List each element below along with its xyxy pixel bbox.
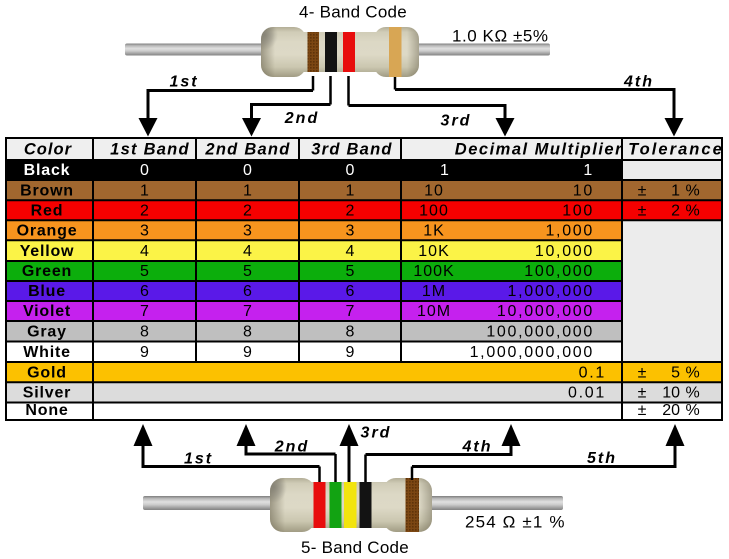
- svg-text:7: 7: [243, 303, 252, 320]
- svg-text:%: %: [686, 182, 700, 199]
- svg-text:%: %: [686, 202, 700, 219]
- svg-text:%: %: [686, 402, 700, 419]
- svg-text:5: 5: [140, 263, 149, 280]
- svg-text:100: 100: [562, 202, 594, 219]
- svg-text:6: 6: [243, 283, 252, 300]
- svg-text:±: ±: [638, 385, 647, 402]
- svg-text:Tolerance: Tolerance: [628, 141, 724, 159]
- svg-text:3: 3: [140, 222, 149, 239]
- svg-text:10: 10: [424, 182, 444, 199]
- svg-text:10: 10: [662, 385, 680, 402]
- svg-text:2nd: 2nd: [284, 110, 319, 127]
- svg-text:2: 2: [346, 202, 355, 219]
- svg-text:8: 8: [346, 324, 355, 341]
- svg-text:±: ±: [638, 402, 647, 419]
- svg-text:7: 7: [140, 303, 149, 320]
- svg-text:4: 4: [346, 243, 355, 260]
- svg-text:2: 2: [140, 202, 149, 219]
- svg-text:6: 6: [140, 283, 149, 300]
- svg-text:10M: 10M: [417, 303, 451, 320]
- svg-text:2: 2: [243, 202, 252, 219]
- svg-text:5: 5: [243, 263, 252, 280]
- svg-text:1st Band: 1st Band: [110, 141, 190, 159]
- svg-text:Color: Color: [24, 141, 73, 159]
- svg-text:0: 0: [346, 162, 355, 179]
- svg-text:4: 4: [140, 243, 149, 260]
- svg-text:%: %: [686, 385, 700, 402]
- svg-text:±: ±: [638, 364, 647, 381]
- svg-text:Black: Black: [24, 162, 71, 179]
- svg-text:1K: 1K: [423, 222, 445, 239]
- svg-text:10,000,000: 10,000,000: [497, 303, 594, 320]
- svg-text:1st: 1st: [184, 451, 213, 468]
- svg-text:1.0 KΩ ±5%: 1.0 KΩ ±5%: [452, 27, 549, 46]
- svg-text:Silver: Silver: [23, 385, 71, 402]
- svg-text:4- Band Code: 4- Band Code: [299, 3, 407, 22]
- svg-text:8: 8: [140, 324, 149, 341]
- svg-text:9: 9: [346, 344, 355, 361]
- svg-text:100,000: 100,000: [524, 263, 594, 280]
- svg-text:0: 0: [140, 162, 149, 179]
- svg-text:0: 0: [243, 162, 252, 179]
- svg-text:Violet: Violet: [23, 303, 71, 320]
- svg-text:1: 1: [346, 182, 355, 199]
- svg-text:0.1: 0.1: [579, 364, 606, 381]
- svg-text:3: 3: [346, 222, 355, 239]
- svg-text:1M: 1M: [422, 283, 446, 300]
- svg-text:Brown: Brown: [20, 182, 74, 199]
- svg-text:Green: Green: [22, 263, 72, 280]
- svg-text:3rd: 3rd: [361, 425, 392, 442]
- svg-text:Decimal Multiplier: Decimal Multiplier: [455, 141, 623, 159]
- svg-text:3: 3: [243, 222, 252, 239]
- svg-text:100,000,000: 100,000,000: [486, 324, 594, 341]
- svg-text:10,000: 10,000: [535, 243, 594, 260]
- svg-text:1st: 1st: [169, 74, 198, 91]
- svg-text:100: 100: [419, 202, 449, 219]
- svg-text:1: 1: [671, 182, 680, 199]
- svg-text:100K: 100K: [413, 263, 454, 280]
- svg-text:254 Ω ±1 %: 254 Ω ±1 %: [465, 513, 566, 532]
- svg-text:1: 1: [243, 182, 252, 199]
- svg-text:Red: Red: [31, 202, 64, 219]
- svg-text:Gray: Gray: [27, 324, 67, 341]
- svg-text:5- Band Code: 5- Band Code: [301, 538, 409, 557]
- svg-text:White: White: [23, 344, 71, 361]
- svg-text:1: 1: [140, 182, 149, 199]
- svg-text:%: %: [686, 364, 700, 381]
- svg-text:2nd Band: 2nd Band: [204, 141, 290, 159]
- svg-text:4: 4: [243, 243, 252, 260]
- svg-text:4th: 4th: [462, 439, 493, 456]
- svg-text:±: ±: [638, 202, 647, 219]
- svg-text:5th: 5th: [587, 450, 617, 467]
- svg-text:2: 2: [671, 202, 680, 219]
- svg-text:Orange: Orange: [17, 222, 78, 239]
- svg-text:1,000,000,000: 1,000,000,000: [470, 344, 594, 361]
- svg-text:10K: 10K: [418, 243, 449, 260]
- svg-text:0.01: 0.01: [568, 385, 606, 402]
- svg-text:None: None: [25, 402, 68, 419]
- svg-text:3rd: 3rd: [441, 113, 472, 130]
- svg-text:9: 9: [140, 344, 149, 361]
- svg-text:7: 7: [346, 303, 355, 320]
- svg-text:Yellow: Yellow: [20, 243, 75, 260]
- svg-text:1,000: 1,000: [545, 222, 594, 239]
- svg-text:9: 9: [243, 344, 252, 361]
- svg-text:10: 10: [573, 182, 594, 199]
- svg-text:2nd: 2nd: [274, 439, 309, 456]
- svg-text:5: 5: [346, 263, 355, 280]
- svg-text:8: 8: [243, 324, 252, 341]
- svg-text:1: 1: [583, 162, 594, 179]
- svg-text:20: 20: [662, 402, 680, 419]
- svg-text:3rd Band: 3rd Band: [311, 141, 393, 159]
- svg-text:1: 1: [440, 162, 450, 179]
- svg-text:±: ±: [638, 182, 647, 199]
- svg-text:6: 6: [346, 283, 355, 300]
- svg-text:4th: 4th: [623, 74, 654, 91]
- svg-text:Blue: Blue: [28, 283, 66, 300]
- svg-text:1,000,000: 1,000,000: [508, 283, 594, 300]
- svg-text:Gold: Gold: [27, 364, 67, 381]
- svg-text:5: 5: [671, 364, 680, 381]
